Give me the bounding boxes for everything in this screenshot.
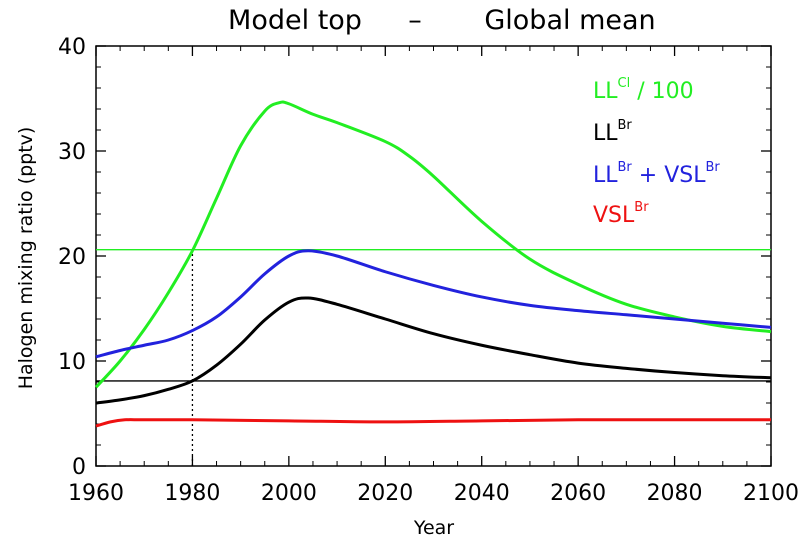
y-tick-label: 20: [58, 245, 86, 270]
x-tick-label: 2100: [743, 481, 799, 506]
x-tick-label: 2060: [550, 481, 606, 506]
x-tick-label: 2080: [647, 481, 703, 506]
legend-entry: LLBr: [593, 118, 632, 146]
legend-entry: LLBr + VSLBr: [593, 160, 720, 188]
chart-title-right: Global mean: [484, 5, 655, 36]
y-tick-label: 0: [72, 455, 86, 480]
y-tick-label: 40: [58, 35, 86, 60]
x-axis-label: Year: [413, 517, 454, 539]
x-tick-label: 2020: [357, 481, 413, 506]
series-line-vslbr: [95, 418, 771, 428]
x-tick-label: 2000: [261, 481, 317, 506]
y-tick-label: 10: [58, 350, 86, 375]
x-tick-label: 2040: [454, 481, 510, 506]
chart-title-dash: –: [408, 5, 422, 36]
x-tick-label: 1980: [164, 481, 220, 506]
series-line-llbr-vslbr: [95, 249, 772, 359]
legend-entry: VSLBr: [593, 200, 649, 228]
series-line-llcl: [94, 100, 772, 389]
series-line-llbr: [95, 296, 772, 405]
y-axis-label: Halogen mixing ratio (pptv): [15, 127, 37, 390]
y-tick-label: 30: [58, 140, 86, 165]
legend-entry: LLCl / 100: [593, 76, 694, 104]
chart-title-left: Model top: [228, 5, 362, 36]
x-tick-label: 1960: [68, 481, 124, 506]
plot-frame: [95, 45, 772, 467]
